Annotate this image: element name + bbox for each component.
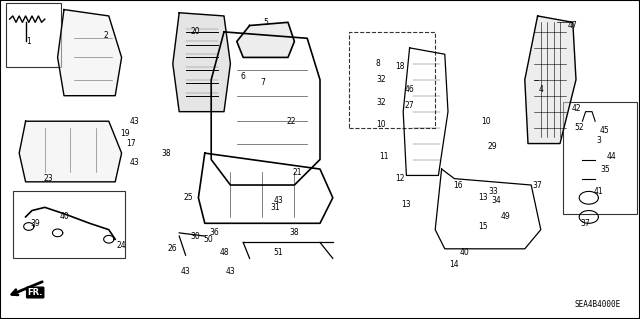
Text: 24: 24	[116, 241, 127, 250]
Text: 40: 40	[459, 248, 469, 256]
Text: 45: 45	[600, 126, 610, 135]
Text: 1: 1	[26, 37, 31, 46]
Text: 42: 42	[571, 104, 581, 113]
Text: 20: 20	[190, 27, 200, 36]
Text: 36: 36	[209, 228, 220, 237]
Text: 29: 29	[488, 142, 498, 151]
Text: 11: 11	[380, 152, 388, 161]
Bar	[13, 191, 125, 258]
Text: 41: 41	[593, 187, 604, 196]
Text: SEA4B4000E: SEA4B4000E	[575, 300, 621, 309]
Text: 33: 33	[488, 187, 498, 196]
Polygon shape	[173, 13, 230, 112]
Text: 12: 12	[396, 174, 404, 183]
Text: 37: 37	[532, 181, 543, 189]
Text: 7: 7	[260, 78, 265, 87]
Text: 31: 31	[270, 203, 280, 212]
Text: 18: 18	[396, 63, 404, 71]
Text: 21: 21	[293, 168, 302, 177]
Bar	[6, 3, 61, 67]
Text: 15: 15	[478, 222, 488, 231]
Text: 43: 43	[129, 117, 140, 126]
Text: 43: 43	[273, 197, 284, 205]
Text: 35: 35	[600, 165, 610, 174]
Text: 32: 32	[376, 98, 386, 107]
Text: 5: 5	[263, 18, 268, 27]
Text: 6: 6	[241, 72, 246, 81]
Text: 39: 39	[30, 219, 40, 228]
Text: 43: 43	[180, 267, 191, 276]
Text: 17: 17	[126, 139, 136, 148]
Text: 19: 19	[120, 130, 130, 138]
Text: 48: 48	[219, 248, 229, 256]
Text: 49: 49	[500, 212, 511, 221]
Text: 40: 40	[59, 212, 69, 221]
Text: 10: 10	[376, 120, 386, 129]
Text: 43: 43	[129, 158, 140, 167]
Polygon shape	[58, 10, 122, 96]
Text: 22: 22	[287, 117, 296, 126]
Text: 4: 4	[538, 85, 543, 94]
Polygon shape	[525, 16, 576, 144]
Text: 50: 50	[203, 235, 213, 244]
Text: 44: 44	[606, 152, 616, 161]
Polygon shape	[19, 121, 122, 182]
Text: 8: 8	[375, 59, 380, 68]
Bar	[563, 102, 637, 214]
Text: 14: 14	[449, 260, 460, 269]
Text: 38: 38	[289, 228, 300, 237]
Text: 38: 38	[161, 149, 172, 158]
Text: 23: 23	[43, 174, 53, 183]
Text: 10: 10	[481, 117, 492, 126]
Text: 13: 13	[478, 193, 488, 202]
Text: 13: 13	[401, 200, 412, 209]
Polygon shape	[237, 22, 294, 57]
Text: 47: 47	[568, 21, 578, 30]
Text: 51: 51	[273, 248, 284, 256]
Text: 52: 52	[574, 123, 584, 132]
Text: 2: 2	[103, 31, 108, 40]
Text: 16: 16	[452, 181, 463, 189]
Text: 3: 3	[596, 136, 601, 145]
Text: FR.: FR.	[28, 288, 43, 297]
Text: 32: 32	[376, 75, 386, 84]
Text: 25: 25	[184, 193, 194, 202]
Text: 46: 46	[404, 85, 415, 94]
Text: 34: 34	[491, 197, 501, 205]
Text: 27: 27	[404, 101, 415, 110]
Text: 37: 37	[580, 219, 591, 228]
Text: 30: 30	[190, 232, 200, 241]
Bar	[349, 32, 435, 128]
Text: 43: 43	[225, 267, 236, 276]
Text: 26: 26	[168, 244, 178, 253]
